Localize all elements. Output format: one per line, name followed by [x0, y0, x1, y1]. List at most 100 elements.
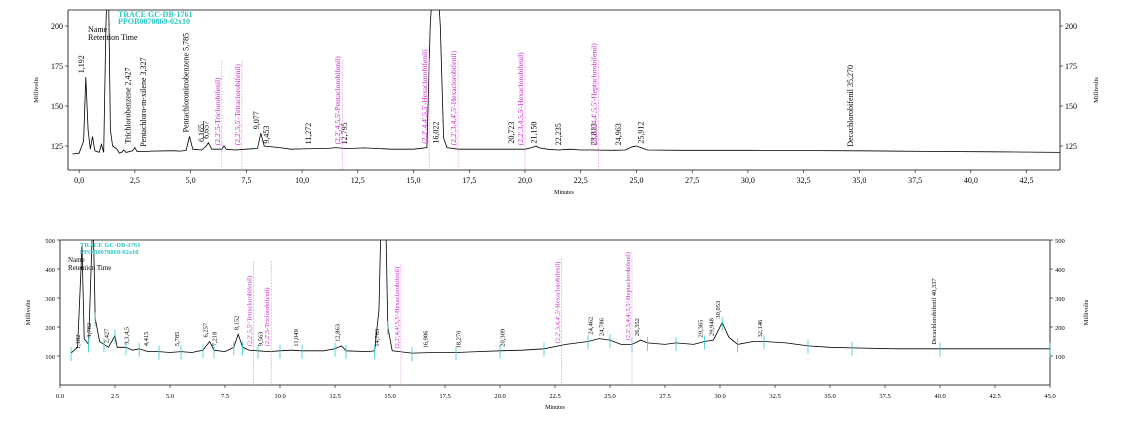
peak-label: 11,049 [293, 329, 300, 347]
y-tick-label-right: 300 [1055, 296, 1065, 303]
x-tick-label: 20.0 [494, 393, 505, 400]
x-tick-label: 42.5 [989, 393, 1000, 400]
x-tick-label: 0,0 [74, 176, 84, 185]
x-tick-label: 10,0 [295, 176, 309, 185]
chart-panel-2: 100 100 200 200 300 300 400 400 500 500 0.0 2.5 5.0 7… [25, 238, 1090, 411]
y-tick-label-right: 200 [1055, 325, 1065, 332]
y-tick-label-left: 125 [51, 142, 63, 151]
compound-peak-label: (2,2',4,4',5,5'-Hexaclorobifenil) [394, 267, 401, 349]
peak-label: 24,786 [599, 317, 606, 336]
peak-label: 12,863 [335, 324, 342, 342]
compound-peak-label: (2,2',3,4,4',5,5'-Heptaclorobifenil) [625, 252, 632, 340]
peak-label: Decachlorobifenil 40,337 [931, 278, 938, 345]
peak-label: 4,415 [143, 332, 150, 347]
peak-label: 9,563 [258, 332, 265, 347]
x-tick-label: 2.5 [111, 393, 119, 400]
y-tick-label-left: 300 [45, 296, 55, 303]
chart-panel-1: 125 125 150 150 175 175 200 200 0,0 2,5 5,0 7,5 10,0… [33, 9, 1100, 196]
peak-label: 16,022 [431, 122, 440, 144]
compound-peak-label: (2,2',5-Triclorobifenil) [264, 287, 271, 346]
y-tick-label-right: 500 [1055, 238, 1065, 245]
x-axis-label: Minutes [545, 405, 565, 411]
y-tick-label-right: 400 [1055, 267, 1065, 274]
x-tick-label: 30.0 [714, 393, 725, 400]
y-tick-label-right: 125 [1065, 142, 1077, 151]
trace-header-line: PPOB0070869-02x10 [80, 249, 139, 256]
y-axis-label-left: Millivolts [33, 77, 40, 103]
peak-label: 24,963 [614, 123, 623, 145]
x-tick-label: 20,0 [518, 176, 532, 185]
x-tick-label: 25,0 [629, 176, 643, 185]
x-tick-label: 35.0 [824, 393, 835, 400]
compound-peak-label: (2,2',5,5'-Tetraclorobifenil) [233, 64, 242, 146]
peak-label: 12,795 [340, 122, 349, 144]
x-tick-label: 0.0 [56, 393, 64, 400]
peak-label: 14,783 [374, 329, 381, 347]
peak-label: 24,462 [588, 317, 595, 335]
compound-peak-label: (2,2',3,4,4',5'-Hexaclorobifenil) [449, 50, 458, 145]
peak-label: Pentachloro-m-xilene 3,327 [139, 57, 148, 146]
peak-label: Pentachloronitrobenzene 5,785 [182, 33, 191, 133]
legend-label: Retention Time [68, 264, 111, 272]
trace-header-line: PPOB0070869-02x10 [118, 17, 190, 26]
y-tick-label-right: 150 [1065, 102, 1077, 111]
chromatogram-trace [72, 10, 1060, 155]
x-tick-label: 12,5 [351, 176, 365, 185]
x-tick-label: 5,0 [186, 176, 196, 185]
peak-label: 1,192 [77, 55, 86, 73]
x-tick-label: 32.5 [769, 393, 780, 400]
compound-peak-label: (2,2',3,4,4',5,5'-Heptaclorobifenil) [590, 43, 599, 145]
x-tick-label: 27.5 [659, 393, 670, 400]
peak-label: 18,270 [456, 331, 463, 349]
y-tick-label-left: 200 [51, 22, 63, 31]
peak-label: 20,723 [507, 122, 516, 144]
peak-label: 5,785 [174, 332, 181, 347]
compound-peak-label: (2,2',3,4,5,5'-Hexaclorobifenil) [516, 52, 525, 145]
x-tick-label: 22,5 [574, 176, 588, 185]
peak-label: 30,053 [715, 301, 722, 319]
x-tick-label: 37.5 [879, 393, 890, 400]
peak-label: 3,3,4,5 [123, 327, 130, 345]
x-tick-label: 15,0 [407, 176, 421, 185]
compound-peak-label: (2,2',3,4,4',5'-Hexaclorobifenil) [555, 262, 562, 344]
x-tick-label: 17.5 [439, 393, 450, 400]
peak-label: 6,657 [202, 121, 211, 139]
x-tick-label: 10.0 [274, 393, 285, 400]
peak-label: Decachlorobifenil 35,270 [846, 65, 855, 147]
y-tick-label-left: 500 [45, 238, 55, 245]
x-tick-label: 17,5 [462, 176, 476, 185]
peak-label: 32,146 [757, 319, 764, 338]
y-tick-label-right: 175 [1065, 62, 1077, 71]
y-axis-label-right: Millivolts [1093, 77, 1100, 103]
x-tick-label: 15.0 [384, 393, 395, 400]
peak-label: 1,782 [86, 323, 93, 338]
y-tick-label-left: 200 [45, 325, 55, 332]
x-tick-label: 30,0 [741, 176, 755, 185]
x-tick-label: 2,5 [130, 176, 140, 185]
y-tick-label-left: 100 [45, 354, 55, 361]
x-axis-label: Minutes [554, 190, 574, 196]
x-tick-label: 42,5 [1020, 176, 1034, 185]
y-tick-label-left: 150 [51, 102, 63, 111]
legend-label: Name [88, 25, 108, 34]
peak-label: 7,218 [211, 332, 218, 347]
x-tick-label: 27,5 [685, 176, 699, 185]
compound-peak-label: (2,2',4,5,5'-Pentaclorobifenil) [333, 56, 342, 145]
y-axis-label-left: Millivolts [25, 299, 32, 325]
peak-label: 22,235 [554, 123, 563, 145]
y-tick-label-right: 100 [1055, 354, 1065, 361]
compound-peak-label: (2,2',5-Triclorobifenil) [213, 77, 222, 145]
trace-header-line: TRACE GC-DB-1761 [80, 242, 141, 249]
peak-label: 6,165 [197, 124, 206, 142]
x-tick-label: 40,0 [964, 176, 978, 185]
legend-label: Name [68, 256, 85, 264]
peak-label: 16,986 [423, 330, 430, 349]
x-tick-label: 40.0 [934, 393, 945, 400]
peak-label: 8,152 [233, 316, 240, 331]
x-tick-label: 7,5 [241, 176, 251, 185]
trace-header-line: TRACE GC-DB-1761 [118, 10, 192, 19]
x-tick-label: 5.0 [166, 393, 174, 400]
x-tick-label: 25.0 [604, 393, 615, 400]
